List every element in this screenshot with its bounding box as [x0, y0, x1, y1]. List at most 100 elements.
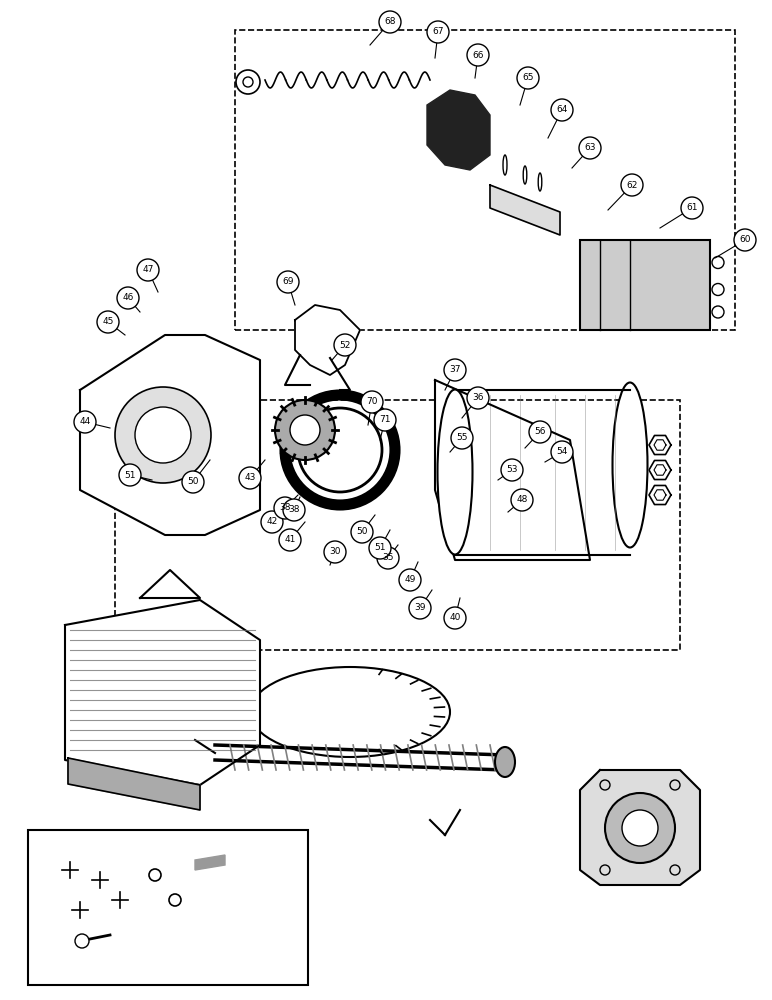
Ellipse shape	[438, 389, 472, 554]
Circle shape	[117, 287, 139, 309]
Polygon shape	[140, 570, 200, 598]
Circle shape	[324, 541, 346, 563]
Circle shape	[712, 306, 724, 318]
Polygon shape	[649, 435, 671, 455]
Circle shape	[274, 497, 296, 519]
Circle shape	[377, 547, 399, 569]
Polygon shape	[195, 855, 225, 870]
Ellipse shape	[538, 173, 542, 191]
Circle shape	[279, 529, 301, 551]
Circle shape	[119, 464, 141, 486]
Circle shape	[551, 99, 573, 121]
Circle shape	[74, 411, 96, 433]
Circle shape	[135, 407, 191, 463]
Polygon shape	[580, 770, 700, 885]
Circle shape	[712, 256, 724, 268]
Circle shape	[379, 11, 401, 33]
FancyBboxPatch shape	[28, 830, 308, 985]
Text: 48: 48	[516, 495, 528, 504]
Circle shape	[399, 569, 421, 591]
Text: 36: 36	[472, 393, 484, 402]
Circle shape	[467, 44, 489, 66]
Circle shape	[444, 607, 466, 629]
Circle shape	[622, 810, 658, 846]
Ellipse shape	[503, 155, 507, 175]
Polygon shape	[649, 460, 671, 480]
Circle shape	[427, 21, 449, 43]
Circle shape	[137, 259, 159, 281]
Text: 30: 30	[329, 548, 340, 556]
Text: 64: 64	[557, 105, 567, 114]
Text: 60: 60	[740, 235, 750, 244]
Text: 62: 62	[626, 180, 638, 190]
Polygon shape	[427, 90, 490, 170]
Circle shape	[334, 334, 356, 356]
Text: 52: 52	[340, 340, 350, 350]
Ellipse shape	[250, 667, 450, 757]
Circle shape	[115, 387, 211, 483]
Text: 65: 65	[522, 74, 533, 83]
Text: 71: 71	[379, 416, 391, 424]
Text: 61: 61	[686, 204, 698, 213]
Circle shape	[369, 537, 391, 559]
Text: 67: 67	[432, 27, 444, 36]
Text: 63: 63	[584, 143, 596, 152]
Text: 70: 70	[366, 397, 378, 406]
Polygon shape	[65, 600, 260, 785]
Circle shape	[351, 521, 373, 543]
Text: 46: 46	[122, 294, 134, 302]
Circle shape	[712, 284, 724, 296]
Text: 38: 38	[288, 506, 300, 514]
Circle shape	[501, 459, 523, 481]
Polygon shape	[295, 305, 360, 375]
Polygon shape	[80, 335, 260, 535]
Polygon shape	[68, 758, 200, 810]
Circle shape	[605, 793, 675, 863]
Text: 38: 38	[279, 504, 291, 512]
Circle shape	[551, 441, 573, 463]
Circle shape	[261, 511, 283, 533]
Circle shape	[275, 400, 335, 460]
Circle shape	[529, 421, 551, 443]
Text: 53: 53	[506, 466, 518, 475]
Circle shape	[361, 391, 383, 413]
Circle shape	[517, 67, 539, 89]
Circle shape	[451, 427, 473, 449]
Text: 49: 49	[405, 576, 415, 584]
Ellipse shape	[523, 166, 527, 184]
Text: 39: 39	[415, 603, 425, 612]
Circle shape	[97, 311, 119, 333]
Text: 69: 69	[283, 277, 294, 286]
Text: 54: 54	[557, 448, 567, 456]
Text: 43: 43	[244, 474, 256, 483]
Circle shape	[511, 489, 533, 511]
Text: 51: 51	[374, 544, 386, 552]
Circle shape	[283, 499, 305, 521]
Circle shape	[239, 467, 261, 489]
Text: 45: 45	[103, 318, 113, 326]
Circle shape	[182, 471, 204, 493]
Text: 66: 66	[472, 50, 484, 60]
Circle shape	[621, 174, 643, 196]
Text: 42: 42	[266, 518, 278, 526]
Polygon shape	[435, 380, 590, 560]
Circle shape	[75, 934, 89, 948]
Text: 56: 56	[534, 428, 546, 436]
Circle shape	[374, 409, 396, 431]
Circle shape	[290, 415, 320, 445]
Circle shape	[579, 137, 601, 159]
Text: 50: 50	[188, 478, 198, 487]
Text: 37: 37	[449, 365, 461, 374]
Circle shape	[681, 197, 703, 219]
Text: 44: 44	[80, 418, 90, 426]
Text: 41: 41	[284, 536, 296, 544]
Polygon shape	[490, 185, 560, 235]
Ellipse shape	[612, 382, 648, 548]
Text: 40: 40	[449, 613, 461, 622]
Polygon shape	[649, 485, 671, 505]
Text: 55: 55	[456, 434, 468, 442]
Circle shape	[277, 271, 299, 293]
Circle shape	[734, 229, 756, 251]
Circle shape	[409, 597, 431, 619]
Text: 35: 35	[382, 554, 394, 562]
